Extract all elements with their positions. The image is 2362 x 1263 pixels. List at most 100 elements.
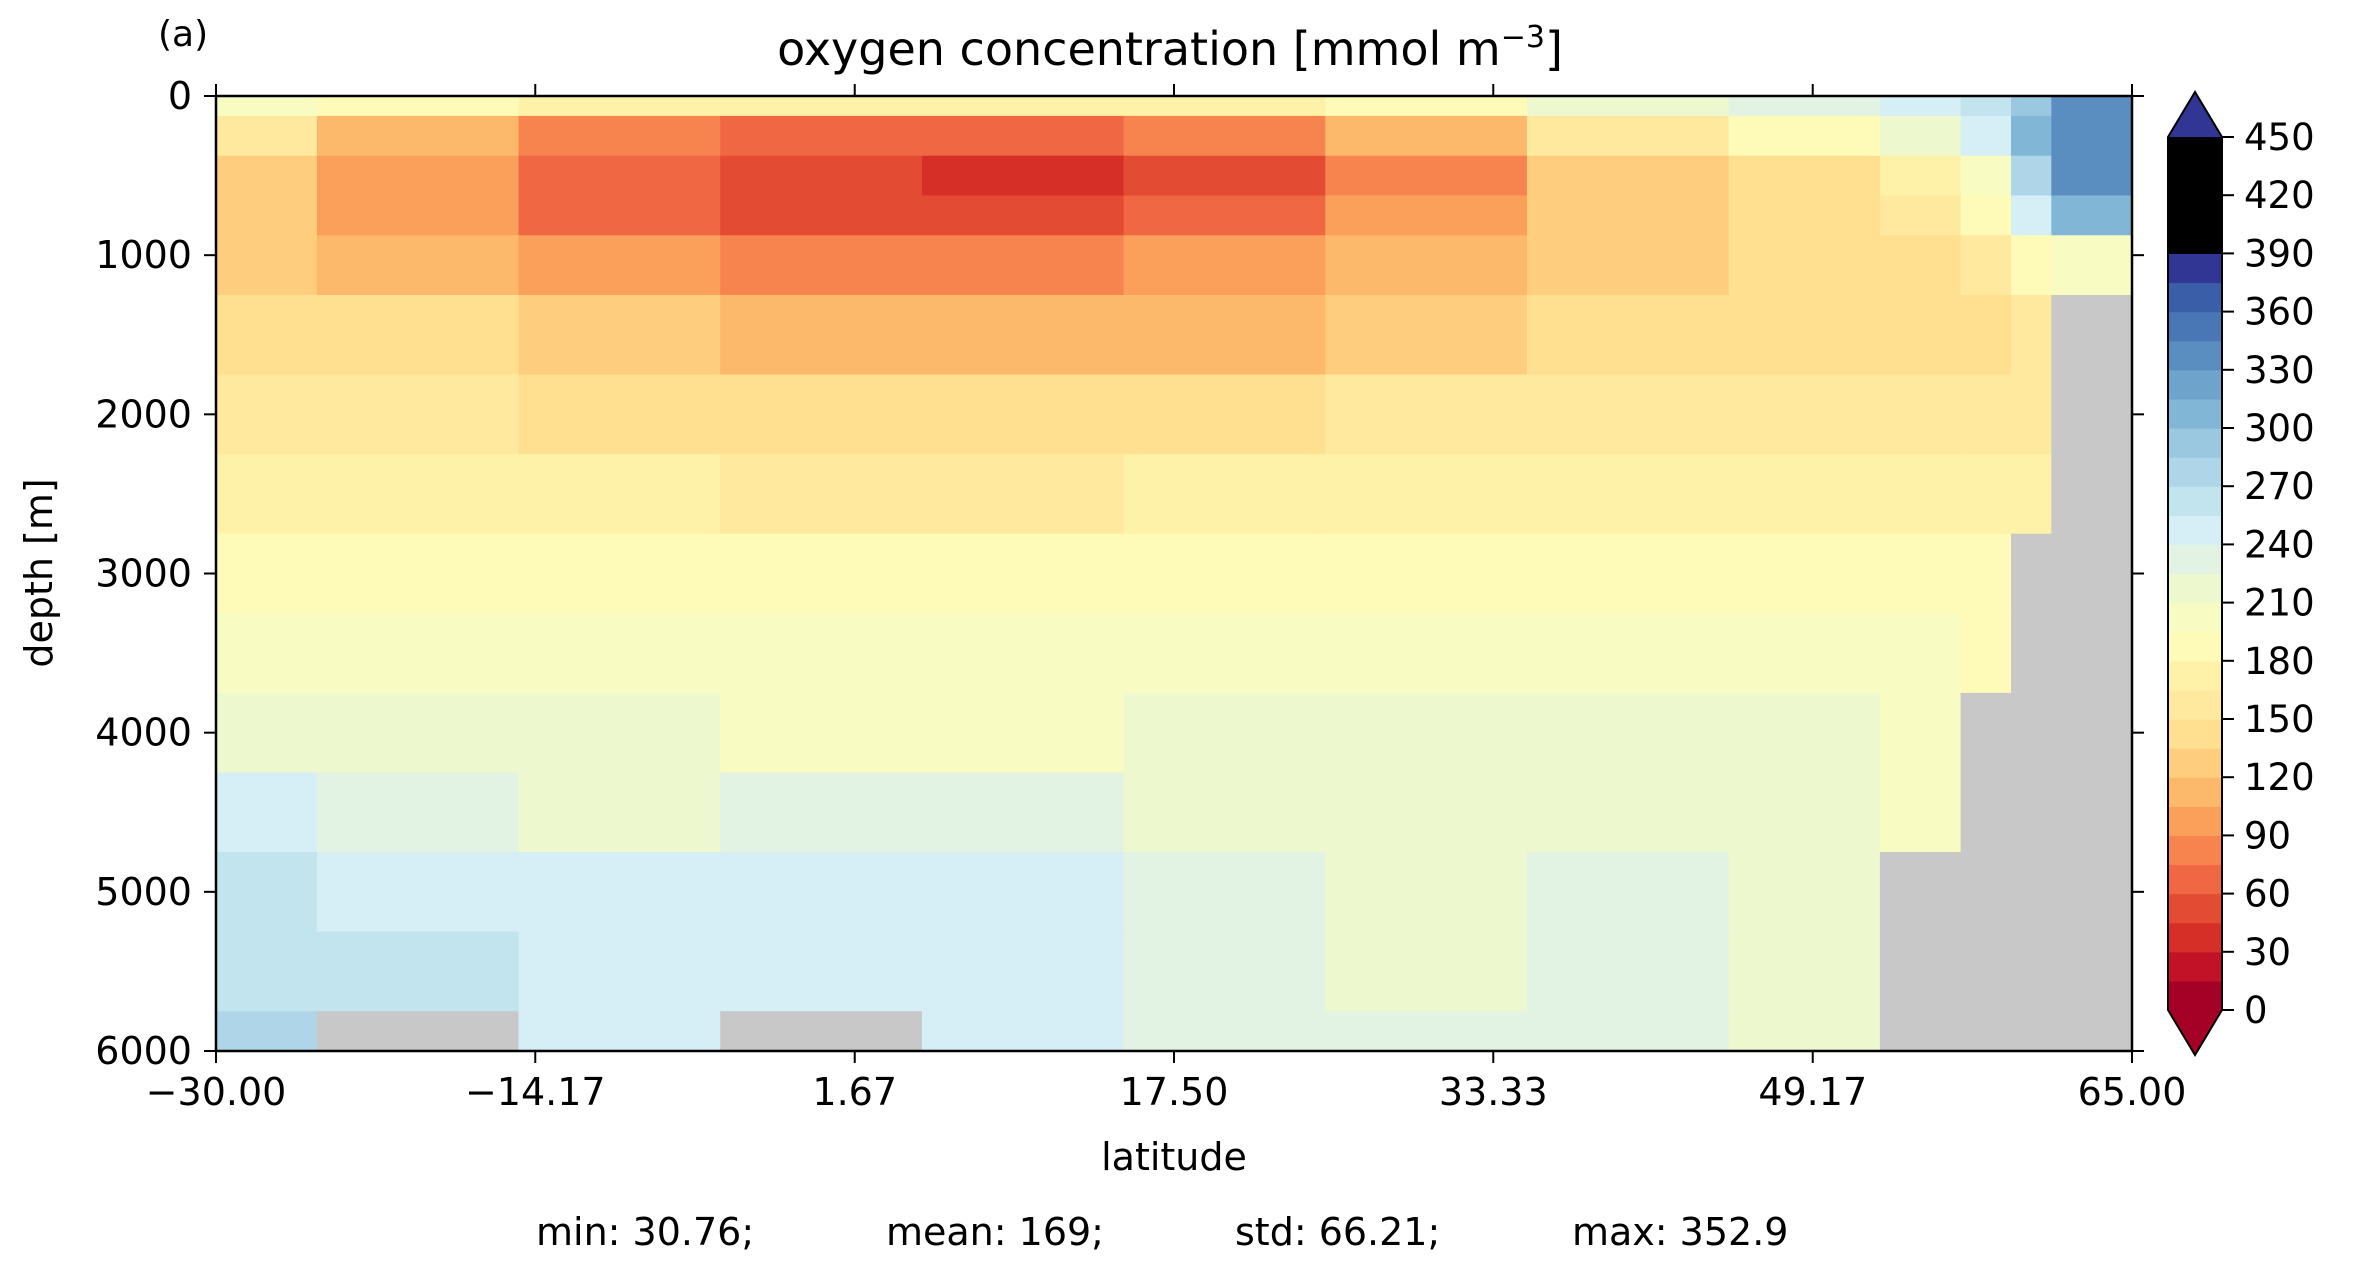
x-tick-label: 17.50 <box>1120 1070 1229 1114</box>
colorbar-tick-label: 300 <box>2244 407 2315 450</box>
colorbar-segment <box>2168 544 2222 575</box>
heatmap-cell <box>1123 692 1326 774</box>
heatmap-cell <box>2051 533 2133 614</box>
heatmap-cell <box>1325 374 1528 455</box>
heatmap-cell <box>921 852 1125 933</box>
heatmap-cell <box>1526 374 1730 455</box>
colorbar-tick-label: 210 <box>2244 582 2315 625</box>
heatmap-cell <box>720 195 923 236</box>
heatmap-cell <box>1526 692 1730 774</box>
heatmap-cell <box>316 772 520 853</box>
heatmap-cell <box>1728 692 1881 774</box>
heatmap-cell <box>216 692 318 774</box>
heatmap-cell <box>518 931 721 1012</box>
heatmap-cell <box>1728 96 1881 117</box>
y-tick-label: 6000 <box>95 1029 192 1073</box>
heatmap-cell <box>1526 613 1730 694</box>
heatmap-cell <box>921 772 1125 853</box>
colorbar-segment <box>2168 980 2222 1011</box>
heatmap-cell <box>518 294 721 376</box>
heatmap-cell <box>1960 96 2012 117</box>
heatmap-cell <box>1325 294 1528 376</box>
heatmap-cell <box>1960 155 2012 197</box>
heatmap-cells <box>216 96 2133 1052</box>
heatmap-cell <box>1960 235 2012 296</box>
heatmap-cell <box>316 454 520 535</box>
heatmap-cell <box>1526 195 1730 236</box>
y-tick-label: 5000 <box>95 870 192 914</box>
y-tick-label: 4000 <box>95 711 192 755</box>
colorbar-tick-label: 180 <box>2244 640 2315 683</box>
heatmap-cell <box>1879 96 1962 117</box>
heatmap-cell <box>316 1011 520 1052</box>
heatmap-cell <box>2051 115 2133 157</box>
heatmap-cell <box>1123 533 1326 614</box>
heatmap-cell <box>1960 1011 2012 1052</box>
y-axis-label: depth [m] <box>17 478 61 667</box>
heatmap-cell <box>1123 1011 1326 1052</box>
heatmap-cell <box>1879 454 1962 535</box>
colorbar-segment <box>2168 195 2222 225</box>
heatmap-cell <box>1526 533 1730 614</box>
heatmap-cell <box>921 96 1125 117</box>
heatmap-cell <box>316 294 520 376</box>
heatmap-cell <box>518 155 721 197</box>
colorbar-tick-label: 240 <box>2244 523 2315 566</box>
heatmap-cell <box>1728 931 1881 1012</box>
heatmap-cell <box>1879 195 1962 236</box>
heatmap-cell <box>1879 613 1962 694</box>
heatmap-cell <box>316 374 520 455</box>
colorbar-segment <box>2168 893 2222 924</box>
colorbar-segment <box>2168 224 2222 254</box>
heatmap-cell <box>1123 115 1326 157</box>
heatmap-cell <box>1325 235 1528 296</box>
stat-min: min: 30.76; <box>536 1210 755 1254</box>
heatmap-cell <box>921 195 1125 236</box>
heatmap-cell <box>1879 931 1962 1012</box>
heatmap-cell <box>1123 96 1326 117</box>
heatmap-cell <box>1325 1011 1528 1052</box>
heatmap-cell <box>1325 852 1528 933</box>
heatmap-cell <box>518 454 721 535</box>
heatmap-cell <box>1728 235 1881 296</box>
heatmap-cell <box>1526 155 1730 197</box>
colorbar-segment <box>2168 689 2222 720</box>
heatmap-cell <box>1325 692 1528 774</box>
y-axis: 0 1000 2000 3000 4000 5000 6000 <box>95 74 2144 1073</box>
heatmap-cell <box>1728 294 1881 376</box>
heatmap-cell <box>921 613 1125 694</box>
heatmap-cell <box>216 772 318 853</box>
colorbar-segment <box>2168 166 2222 196</box>
colorbar-tick-label: 60 <box>2244 873 2291 916</box>
heatmap-cell <box>2051 692 2133 774</box>
heatmap-cell <box>1526 235 1730 296</box>
colorbar-segment <box>2168 602 2222 633</box>
heatmap-cell <box>921 454 1125 535</box>
heatmap-cell <box>1123 852 1326 933</box>
heatmap-cell <box>720 931 923 1012</box>
heatmap-cell <box>518 692 721 774</box>
heatmap-cell <box>1123 294 1326 376</box>
colorbar-segment <box>2168 864 2222 895</box>
colorbar-tick-label: 0 <box>2244 989 2268 1032</box>
heatmap-cell <box>1526 96 1730 117</box>
heatmap-cell <box>921 374 1125 455</box>
heatmap-cell <box>2051 613 2133 694</box>
y-tick-label: 3000 <box>95 552 192 596</box>
heatmap-cell <box>2051 155 2133 197</box>
heatmap-cell <box>720 772 923 853</box>
heatmap-cell <box>316 235 520 296</box>
heatmap-cell <box>216 195 318 236</box>
heatmap-cell <box>720 155 923 197</box>
heatmap-cell <box>921 1011 1125 1052</box>
heatmap-cell <box>921 155 1125 197</box>
heatmap-cell <box>1960 533 2012 614</box>
heatmap-cell <box>316 692 520 774</box>
heatmap-cell <box>316 155 520 197</box>
heatmap-cell <box>2010 374 2052 455</box>
colorbar-tick-label: 420 <box>2244 174 2315 217</box>
heatmap-cell <box>1325 772 1528 853</box>
heatmap-cell <box>1960 115 2012 157</box>
x-axis: −30.00 −14.17 1.67 17.50 33.33 49.17 65.00 <box>146 84 2186 1114</box>
